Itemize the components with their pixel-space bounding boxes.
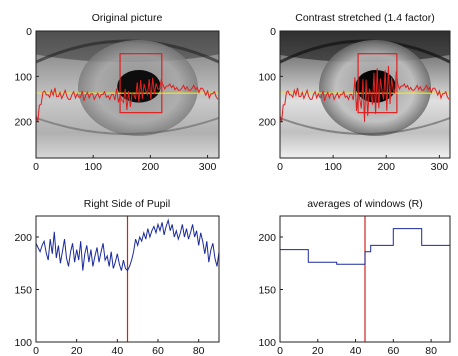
x-tick-label: 0 bbox=[33, 345, 39, 356]
panel-right-side-of-pupil: Right Side of Pupil 0 20 40 60 80 100 150 200 bbox=[14, 198, 220, 356]
window-rect bbox=[119, 53, 163, 114]
y-tick-label: 100 bbox=[14, 337, 32, 349]
y-tick-label: 150 bbox=[258, 285, 276, 297]
y-tick-label: 100 bbox=[14, 71, 32, 83]
y-tick-label: 100 bbox=[258, 71, 276, 83]
axes-ticks: 0 20 40 60 80 100 150 200 bbox=[258, 232, 437, 356]
y-tick-label: 200 bbox=[258, 232, 276, 244]
x-tick-label: 300 bbox=[431, 161, 449, 173]
x-tick-label: 20 bbox=[312, 345, 324, 356]
x-tick-label: 40 bbox=[111, 345, 123, 356]
panel-contrast-stretched: Contrast stretched (1.4 factor) 0 100 200 3… bbox=[258, 12, 451, 173]
y-tick-label: 200 bbox=[258, 117, 276, 129]
x-tick-label: 0 bbox=[33, 161, 39, 173]
x-tick-label: 60 bbox=[152, 345, 164, 356]
x-tick-label: 20 bbox=[71, 345, 83, 356]
panel-original-picture: Original picture 0 100 200 300 0 100 200 bbox=[14, 12, 220, 173]
y-tick-label: 200 bbox=[14, 117, 32, 129]
y-tick-label: 100 bbox=[258, 337, 276, 349]
x-tick-label: 40 bbox=[350, 345, 362, 356]
panel-title: averages of windows (R) bbox=[307, 198, 423, 210]
axes-frame bbox=[35, 30, 220, 159]
y-tick-label: 0 bbox=[26, 26, 32, 38]
x-tick-label: 100 bbox=[84, 161, 102, 173]
x-tick-label: 80 bbox=[425, 345, 437, 356]
y-tick-label: 150 bbox=[14, 285, 32, 297]
eye-image bbox=[36, 31, 219, 158]
intensity-profile bbox=[280, 65, 450, 122]
panel-title: Original picture bbox=[92, 12, 163, 24]
y-tick-label: 0 bbox=[270, 26, 276, 38]
window-rect bbox=[357, 53, 398, 114]
panel-title: Right Side of Pupil bbox=[84, 198, 170, 210]
axes-frame bbox=[279, 215, 451, 343]
y-tick-label: 200 bbox=[14, 232, 32, 244]
x-tick-label: 100 bbox=[324, 161, 342, 173]
axes-ticks: 0 100 200 300 0 100 200 bbox=[258, 26, 448, 173]
x-tick-label: 80 bbox=[193, 345, 205, 356]
panel-averages-of-windows: averages of windows (R) 0 20 40 60 80 100 150 2… bbox=[258, 198, 451, 356]
axes-ticks: 0 20 40 60 80 100 150 200 bbox=[14, 232, 204, 356]
x-tick-label: 300 bbox=[199, 161, 217, 173]
x-tick-label: 60 bbox=[387, 345, 399, 356]
axes-frame bbox=[279, 30, 451, 159]
x-tick-label: 0 bbox=[277, 161, 283, 173]
intensity-profile bbox=[36, 77, 219, 122]
series-line bbox=[280, 228, 450, 265]
x-tick-label: 0 bbox=[277, 345, 283, 356]
series-line bbox=[35, 218, 220, 272]
eye-image bbox=[280, 31, 450, 158]
axes-frame bbox=[35, 215, 220, 343]
x-tick-label: 200 bbox=[377, 161, 395, 173]
x-tick-label: 200 bbox=[142, 161, 160, 173]
panel-title: Contrast stretched (1.4 factor) bbox=[295, 12, 434, 24]
axes-ticks: 0 100 200 300 0 100 200 bbox=[14, 26, 216, 173]
